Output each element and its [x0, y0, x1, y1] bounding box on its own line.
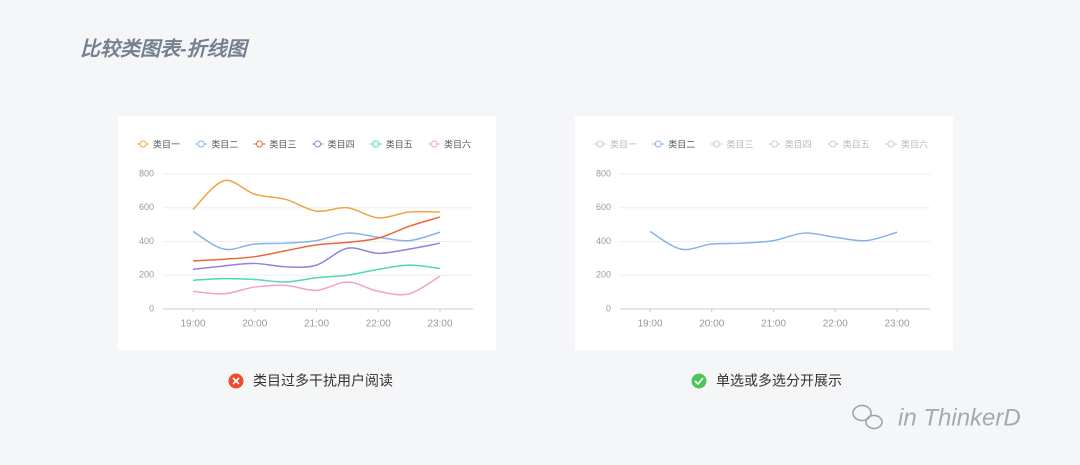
y-tick-label: 600	[139, 202, 154, 212]
series-line	[192, 242, 441, 271]
x-tick-label: 21:00	[761, 319, 786, 330]
x-tick-label: 22:00	[823, 319, 848, 330]
legend-label: 类目一	[610, 138, 637, 149]
legend-marker	[139, 140, 147, 148]
x-tick-label: 22:00	[366, 319, 391, 330]
legend-marker	[372, 140, 380, 148]
series-line	[192, 179, 441, 219]
y-tick-label: 600	[596, 202, 611, 212]
y-tick-label: 800	[596, 168, 611, 178]
check-icon	[691, 373, 707, 389]
legend-label: 类目一	[153, 138, 180, 149]
x-tick-label: 20:00	[699, 319, 724, 330]
y-tick-label: 200	[139, 270, 154, 280]
legend-marker	[654, 140, 662, 148]
legend-label: 类目五	[843, 138, 870, 149]
caption: 单选或多选分开展示	[716, 373, 842, 389]
legend-marker	[314, 140, 322, 148]
legend-label: 类目六	[444, 138, 471, 149]
legend-marker	[197, 140, 205, 148]
legend-label: 类目三	[269, 138, 296, 149]
legend-marker	[596, 140, 604, 148]
series-line	[192, 230, 441, 251]
legend-label: 类目六	[901, 138, 928, 149]
y-tick-label: 800	[139, 168, 154, 178]
series-line	[649, 230, 898, 251]
legend-label: 类目四	[328, 138, 355, 149]
card	[118, 116, 496, 350]
y-tick-label: 400	[596, 236, 611, 246]
x-tick-label: 19:00	[180, 319, 205, 330]
x-tick-label: 23:00	[884, 319, 909, 330]
legend-marker	[887, 140, 895, 148]
x-tick-label: 19:00	[637, 319, 662, 330]
x-tick-label: 23:00	[427, 319, 452, 330]
y-tick-label: 0	[149, 303, 154, 313]
y-tick-label: 200	[596, 270, 611, 280]
series-line	[192, 216, 441, 262]
legend-label: 类目二	[211, 138, 238, 149]
legend-marker	[829, 140, 837, 148]
legend-label: 类目二	[668, 138, 695, 149]
x-tick-label: 20:00	[242, 319, 267, 330]
error-cross	[232, 377, 240, 385]
legend-label: 类目三	[726, 138, 753, 149]
legend-label: 类目五	[386, 138, 413, 149]
card	[575, 116, 953, 350]
check-mark	[694, 377, 704, 386]
legend-marker	[255, 140, 263, 148]
legend-marker	[712, 140, 720, 148]
legend-label: 类目四	[785, 138, 812, 149]
y-tick-label: 0	[606, 303, 611, 313]
x-tick-label: 21:00	[304, 319, 329, 330]
series-line	[192, 264, 441, 283]
legend-marker	[771, 140, 779, 148]
watermark: in ThinkerD	[898, 404, 1021, 431]
series-line	[192, 275, 441, 296]
caption: 类目过多干扰用户阅读	[253, 373, 393, 389]
page-title: 比较类图表-折线图	[80, 37, 250, 60]
wechat-icon	[852, 404, 883, 430]
y-tick-label: 400	[139, 236, 154, 246]
legend-marker	[430, 140, 438, 148]
